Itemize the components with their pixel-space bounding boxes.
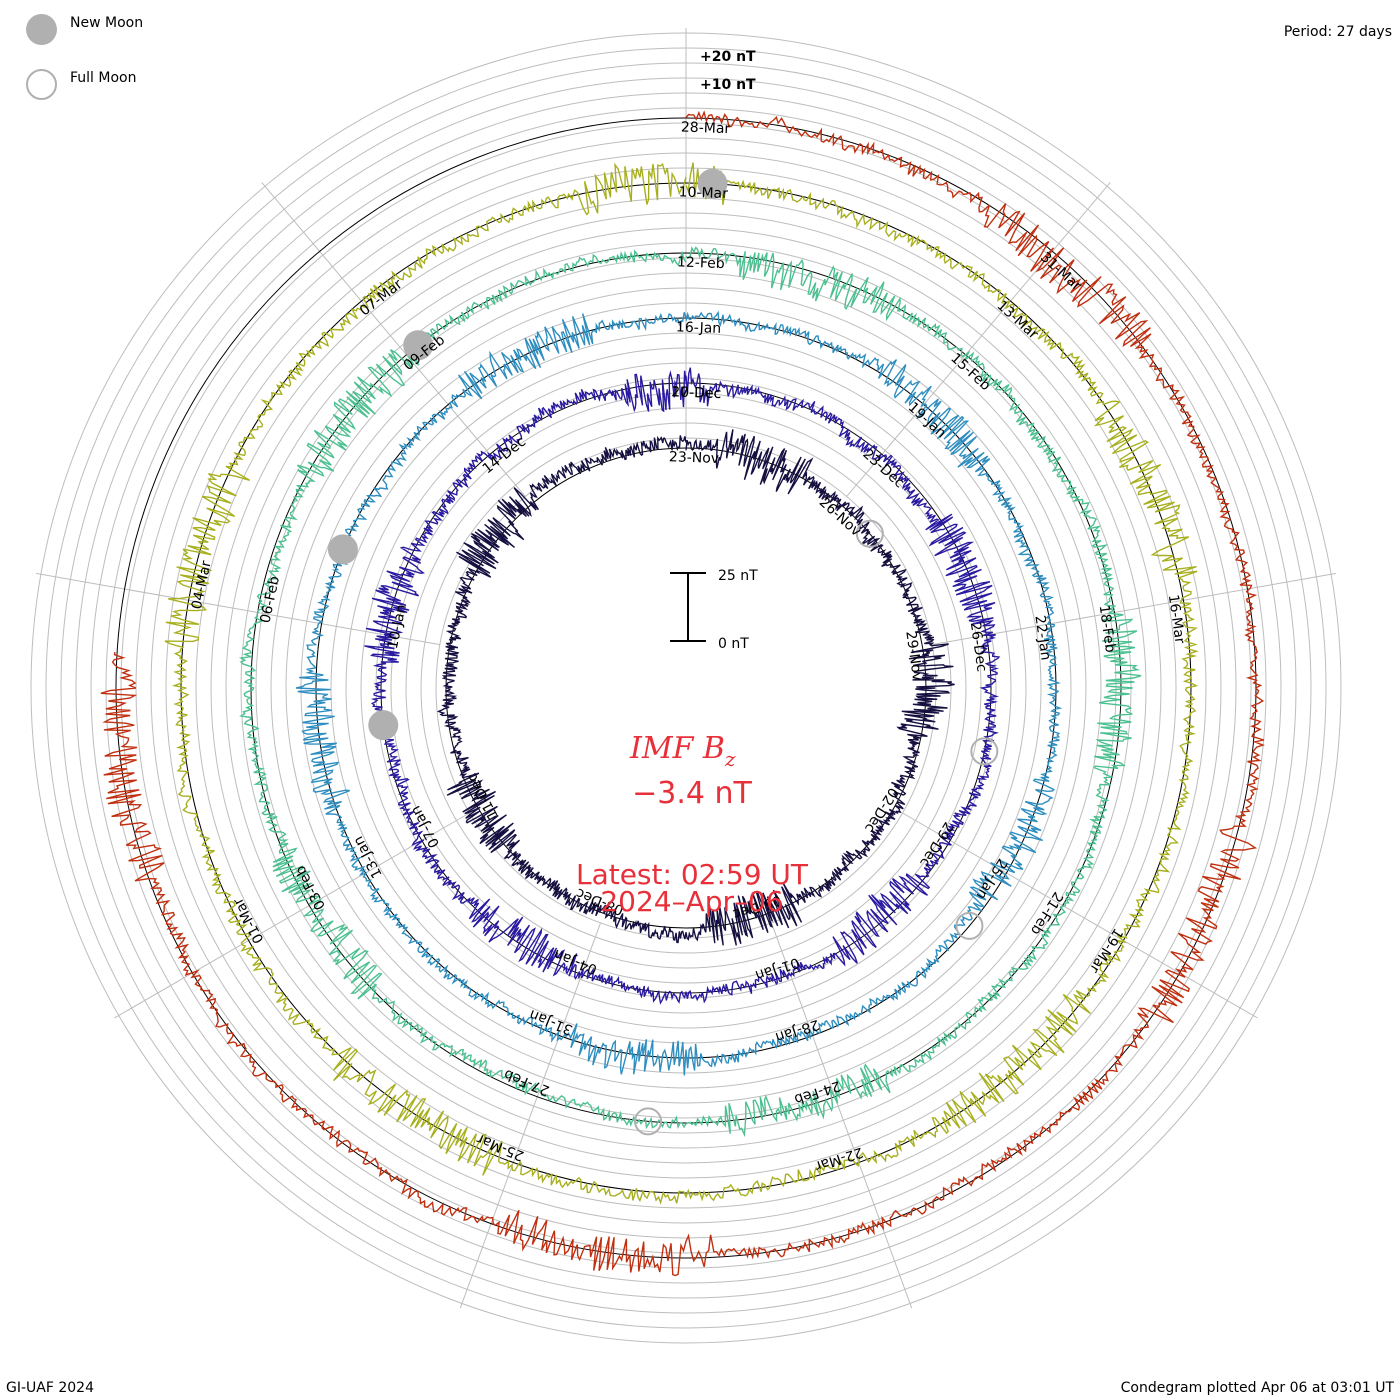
footer-credit: GI-UAF 2024 (6, 1380, 94, 1396)
full-moon-icon (26, 69, 57, 100)
new-moon-marker (403, 330, 434, 361)
footer-plotted: Condegram plotted Apr 06 at 03:01 UT (1120, 1380, 1394, 1396)
date-label-layer: 23-Nov26-Nov29-Nov02-Dec05-Dec08-Dec11-D… (189, 119, 1188, 1174)
scale-bar-top-label: 25 nT (718, 568, 758, 584)
scale-mid-label: +10 nT (700, 77, 756, 93)
date-label: 12-Feb (677, 254, 725, 272)
new-moon-marker (697, 168, 728, 199)
grid-spoke (932, 572, 1337, 646)
date-label: 06-Feb (258, 575, 284, 625)
latest-time: Latest: 02:59 UT (576, 858, 809, 891)
date-label: 16-Mar (1165, 594, 1188, 645)
date-label: 22-Jan (1031, 614, 1053, 661)
rotation-trace (164, 162, 1199, 1205)
new-moon-marker (368, 710, 399, 741)
date-label: 29-Nov (902, 630, 925, 682)
grid-spoke (846, 182, 1111, 497)
latest-date: 2024–Apr–06 (600, 885, 783, 918)
date-label: 23-Nov (669, 449, 720, 467)
date-label: 17-Dec (671, 384, 721, 402)
date-label: 04-Mar (189, 559, 215, 611)
rotation-trace (100, 110, 1265, 1277)
rotation-trace (364, 367, 1001, 1005)
grid-spoke (35, 572, 440, 646)
date-label: 10-Mar (678, 184, 728, 202)
rotation-trace (238, 245, 1142, 1138)
scale-top-label: +20 nT (700, 49, 756, 65)
date-label: 13-Mar (994, 298, 1042, 343)
full-moon-marker (955, 911, 984, 940)
grid-spoke (114, 812, 470, 1019)
rotation-trace (436, 429, 955, 946)
new-moon-label: New Moon (70, 15, 144, 31)
grid-spoke (771, 922, 913, 1309)
grid-layer (30, 28, 1342, 1344)
grid-spoke (261, 182, 526, 497)
grid-spoke (459, 922, 601, 1309)
center-title: IMF Bz (629, 731, 736, 771)
date-label: 13-Jan (350, 833, 385, 880)
full-moon-label: Full Moon (70, 70, 137, 86)
date-label: 27-Feb (502, 1066, 552, 1099)
date-label: 26-Dec (967, 621, 990, 673)
trace-layer (100, 110, 1265, 1277)
rotation-baseline (180, 182, 1192, 1194)
rotation-trace (295, 310, 1063, 1076)
full-moon-marker (634, 1107, 663, 1136)
date-label: 28-Mar (681, 119, 731, 137)
moon-layer (327, 168, 999, 1136)
center-value: −3.4 nT (632, 776, 752, 811)
scale-bar (670, 572, 706, 642)
full-moon-marker (855, 519, 884, 548)
date-label: 20-Dec (671, 384, 721, 402)
grid-spoke (902, 812, 1258, 1019)
date-label: 31-Mar (1037, 249, 1085, 294)
scale-bar-bottom-label: 0 nT (718, 636, 749, 652)
date-label: 15-Feb (947, 350, 993, 394)
date-label: 16-Jan (676, 319, 722, 337)
date-label: 18-Feb (1096, 604, 1118, 654)
full-moon-marker (970, 737, 999, 766)
period-label: Period: 27 days (1283, 24, 1392, 40)
date-label: 25-Mar (475, 1130, 527, 1163)
new-moon-marker (327, 534, 358, 565)
new-moon-icon (26, 14, 57, 45)
